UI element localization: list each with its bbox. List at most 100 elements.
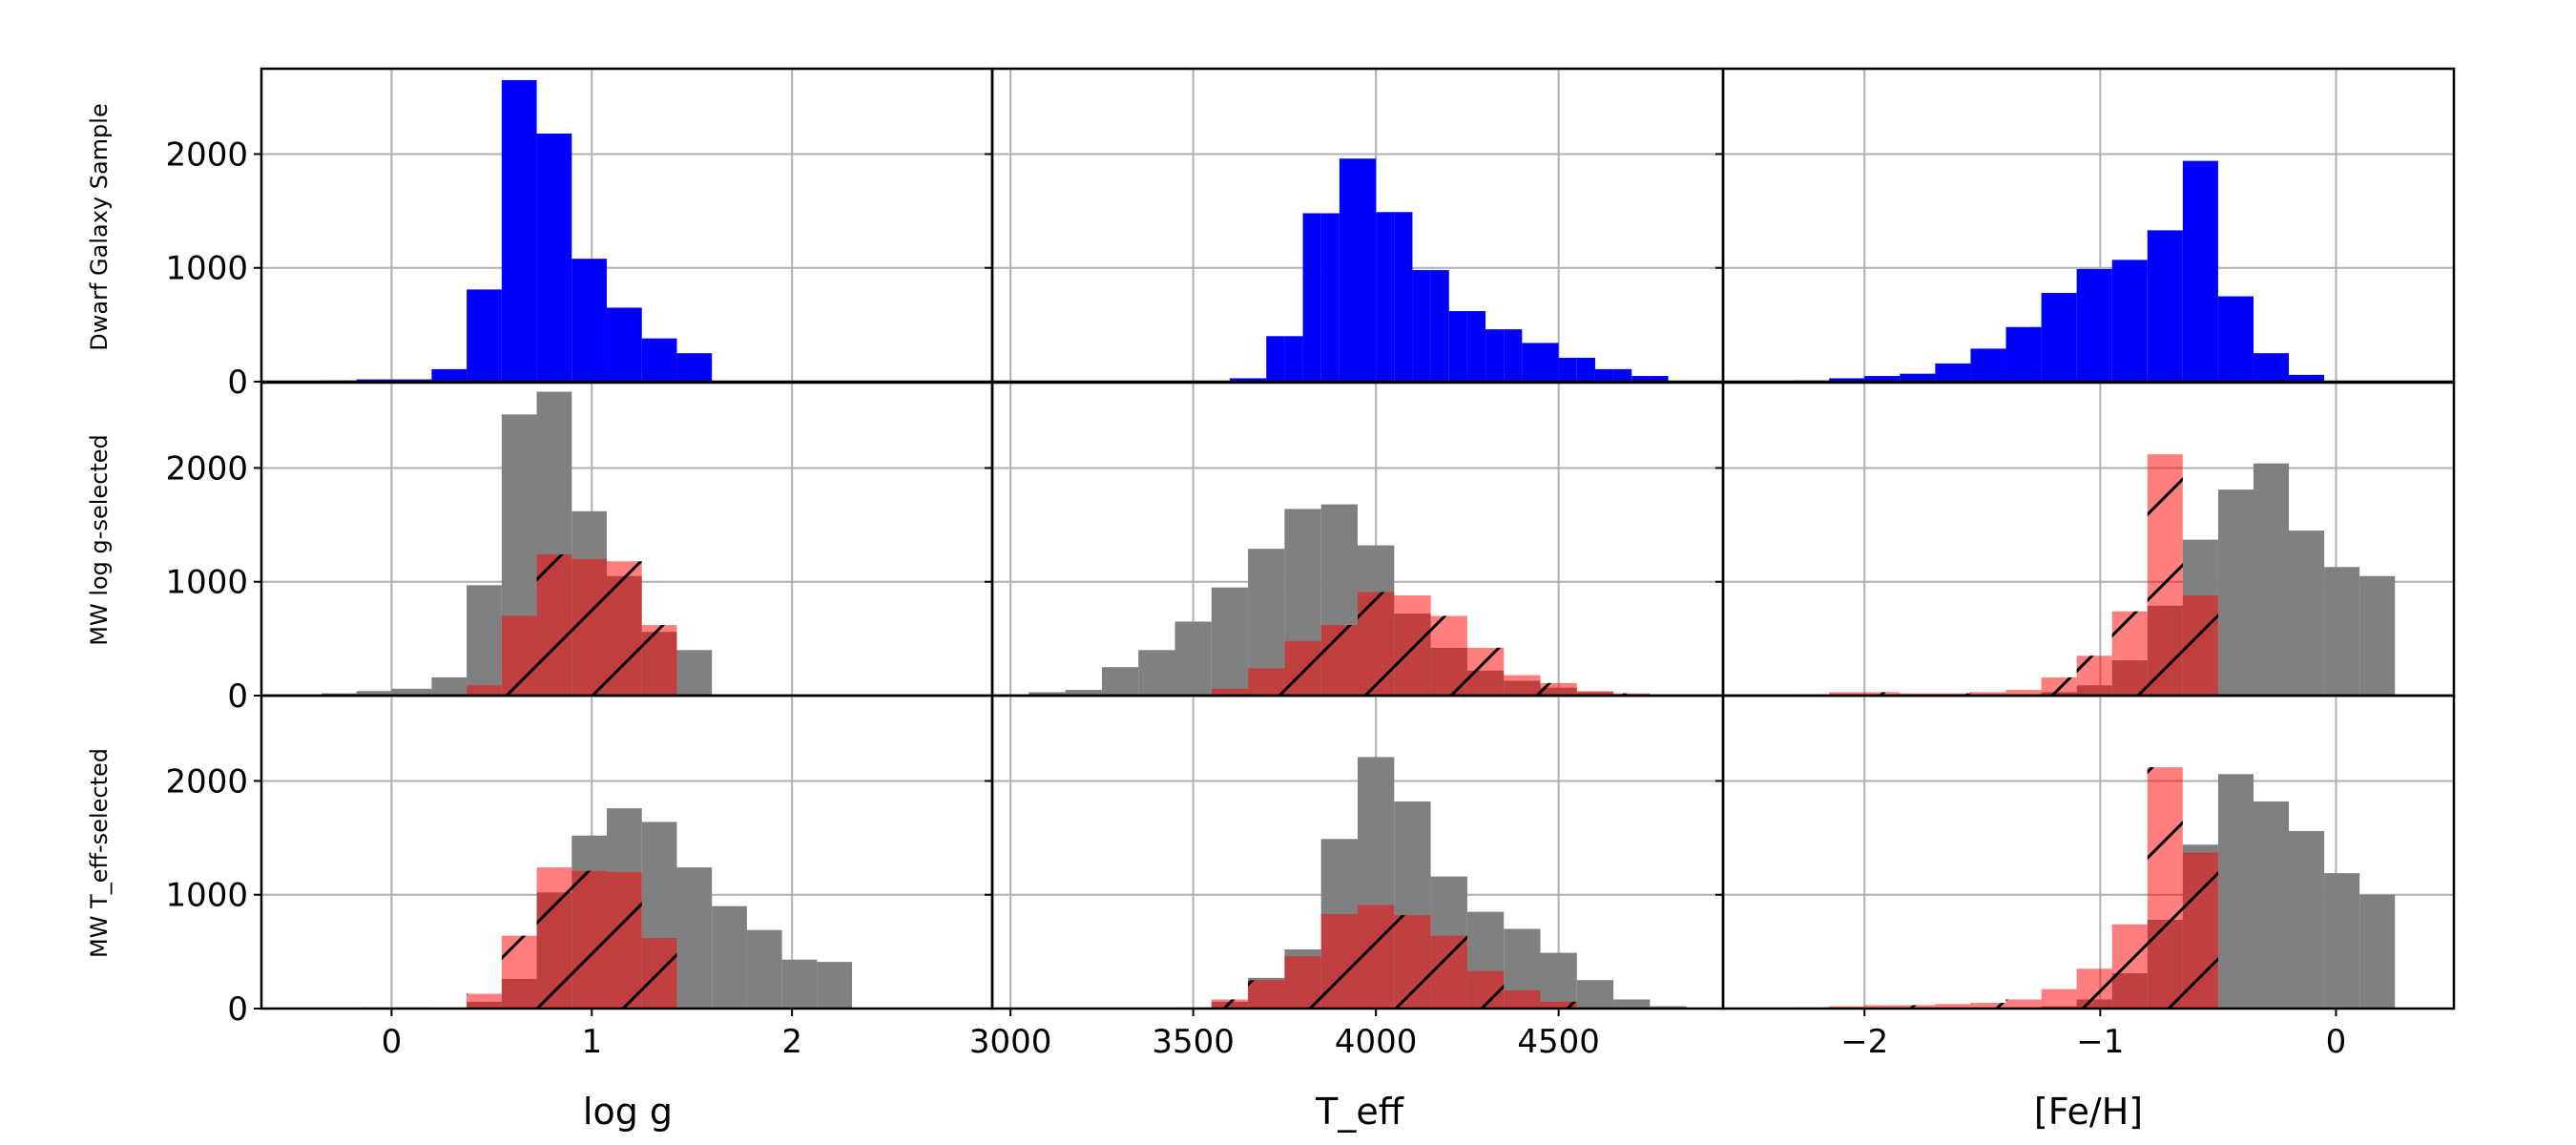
- x-tick-label: 2: [781, 1023, 802, 1061]
- y-tick-label: 1000: [165, 564, 248, 602]
- histogram-bar: [1650, 376, 1669, 382]
- histogram-bar-hatch: [1430, 935, 1467, 1009]
- series-1: [321, 79, 713, 382]
- x-tick-label: 0: [382, 1023, 403, 1061]
- histogram-bar: [1284, 336, 1303, 382]
- panel-row3-col1: 0 1000 2000 0 1 2: [165, 694, 994, 1061]
- row-label-1: Dwarf Galaxy Sample: [86, 103, 113, 350]
- histogram-bar: [2076, 268, 2112, 382]
- histogram-bar: [1412, 270, 1431, 382]
- histogram-bar-hatch: [536, 867, 572, 1009]
- histogram-bar-hatch: [501, 935, 537, 1009]
- histogram-bar: [431, 677, 467, 696]
- histogram-bar: [1448, 311, 1467, 382]
- histogram-bar: [1558, 357, 1577, 382]
- histogram-bar: [2217, 296, 2254, 382]
- histogram-bar: [1394, 212, 1413, 382]
- row-label-2: MW log g-selected: [86, 434, 113, 645]
- histogram-bar: [467, 585, 502, 696]
- y-tick-label: 2000: [165, 762, 248, 801]
- panel-row2-col2: [985, 381, 1725, 697]
- xlabel-logg: log g: [583, 1091, 673, 1133]
- histogram-bar: [1466, 311, 1486, 382]
- histogram-bar-hatch: [1576, 691, 1614, 696]
- histogram-bar: [1540, 343, 1559, 382]
- histogram-bar-hatch: [1504, 989, 1541, 1009]
- histogram-bar-hatch: [536, 554, 572, 696]
- histogram-bar-hatch: [2147, 767, 2183, 1009]
- histogram-bar-hatch: [1466, 970, 1505, 1009]
- histogram-bar-hatch: [571, 870, 608, 1009]
- series-2: [1211, 592, 1651, 696]
- xlabel-feh: [Fe/H]: [2034, 1091, 2143, 1133]
- histogram-bar-hatch: [2076, 968, 2112, 1009]
- histogram-bar: [1829, 378, 1865, 382]
- histogram-bar-hatch: [1320, 914, 1358, 1009]
- histogram-bar-hatch: [1284, 640, 1321, 696]
- histogram-bar-hatch: [641, 625, 677, 696]
- histogram-bar: [2111, 260, 2148, 382]
- histogram-bar: [2217, 489, 2254, 696]
- panel-row2-col1: 0 1000 2000: [165, 381, 994, 716]
- series-1: [1229, 158, 1669, 382]
- histogram-bar-hatch: [641, 938, 677, 1009]
- panel-frame: [1721, 694, 2456, 1010]
- histogram-bar: [1504, 329, 1523, 382]
- histogram-bar: [1302, 213, 1321, 382]
- histogram-bar: [2289, 531, 2325, 696]
- histogram-bar: [391, 688, 432, 696]
- y-tick-label: 1000: [165, 877, 248, 915]
- histogram-bar-hatch: [1211, 688, 1249, 696]
- histogram-bar: [1594, 368, 1614, 382]
- histogram-bar-hatch: [1829, 692, 1865, 696]
- panel-row1-col2: [985, 67, 1725, 384]
- y-tick-label: 0: [227, 364, 248, 402]
- histogram-bar: [641, 338, 677, 382]
- histogram-bar: [356, 691, 392, 696]
- histogram-bar: [1864, 376, 1901, 382]
- histogram-bar-hatch: [1358, 905, 1395, 1009]
- panel-row3-col2: 3000 3500 4000 4500: [969, 694, 1725, 1061]
- histogram-bar: [781, 959, 818, 1009]
- panel-row1-col3: [1715, 67, 2456, 384]
- x-tick-label: −2: [1840, 1023, 1888, 1061]
- x-tick-label: 4500: [1517, 1023, 1600, 1061]
- histogram-bar: [1028, 692, 1066, 696]
- histogram-bar: [1631, 376, 1651, 382]
- series-2: [467, 554, 677, 696]
- histogram-bar: [1430, 270, 1449, 382]
- histogram-bar-hatch: [1540, 1001, 1577, 1009]
- histogram-bar-hatch: [2041, 677, 2077, 696]
- histogram-bar: [2324, 567, 2360, 696]
- histogram-bar-hatch: [1394, 595, 1431, 696]
- histogram-bar-hatch: [2111, 611, 2148, 696]
- histogram-bar-hatch: [607, 561, 642, 696]
- histogram-bar-hatch: [2076, 656, 2112, 696]
- histogram-bar-hatch: [467, 685, 502, 696]
- series-2: [1211, 905, 1614, 1009]
- histogram-bar-hatch: [1540, 682, 1577, 696]
- histogram-bar: [1248, 378, 1267, 382]
- histogram-bar-hatch: [1211, 999, 1249, 1009]
- histogram-bar: [1522, 343, 1541, 382]
- y-tick-label: 0: [227, 677, 248, 716]
- histogram-bar: [501, 79, 537, 382]
- histogram-bar: [1935, 363, 1971, 382]
- histogram-bar: [1138, 650, 1175, 696]
- histogram-bar-hatch: [607, 871, 642, 1009]
- series-2: [1794, 767, 2218, 1009]
- histogram-bar: [1613, 999, 1651, 1009]
- histogram-bar: [1211, 587, 1249, 696]
- histogram-bar: [571, 259, 608, 382]
- x-tick-label: −1: [2076, 1023, 2124, 1061]
- histogram-bar-hatch: [2041, 989, 2077, 1009]
- panel-row1-col1: 0 1000 2000: [165, 67, 994, 402]
- xlabel-teff: T_eff: [1315, 1091, 1404, 1133]
- histogram-bar: [1576, 357, 1595, 382]
- histogram-bar-hatch: [2147, 454, 2183, 696]
- y-tick-label: 0: [227, 990, 248, 1029]
- histogram-bar: [2147, 230, 2183, 382]
- x-tick-label: 3000: [969, 1023, 1052, 1061]
- histogram-bar: [1358, 158, 1377, 382]
